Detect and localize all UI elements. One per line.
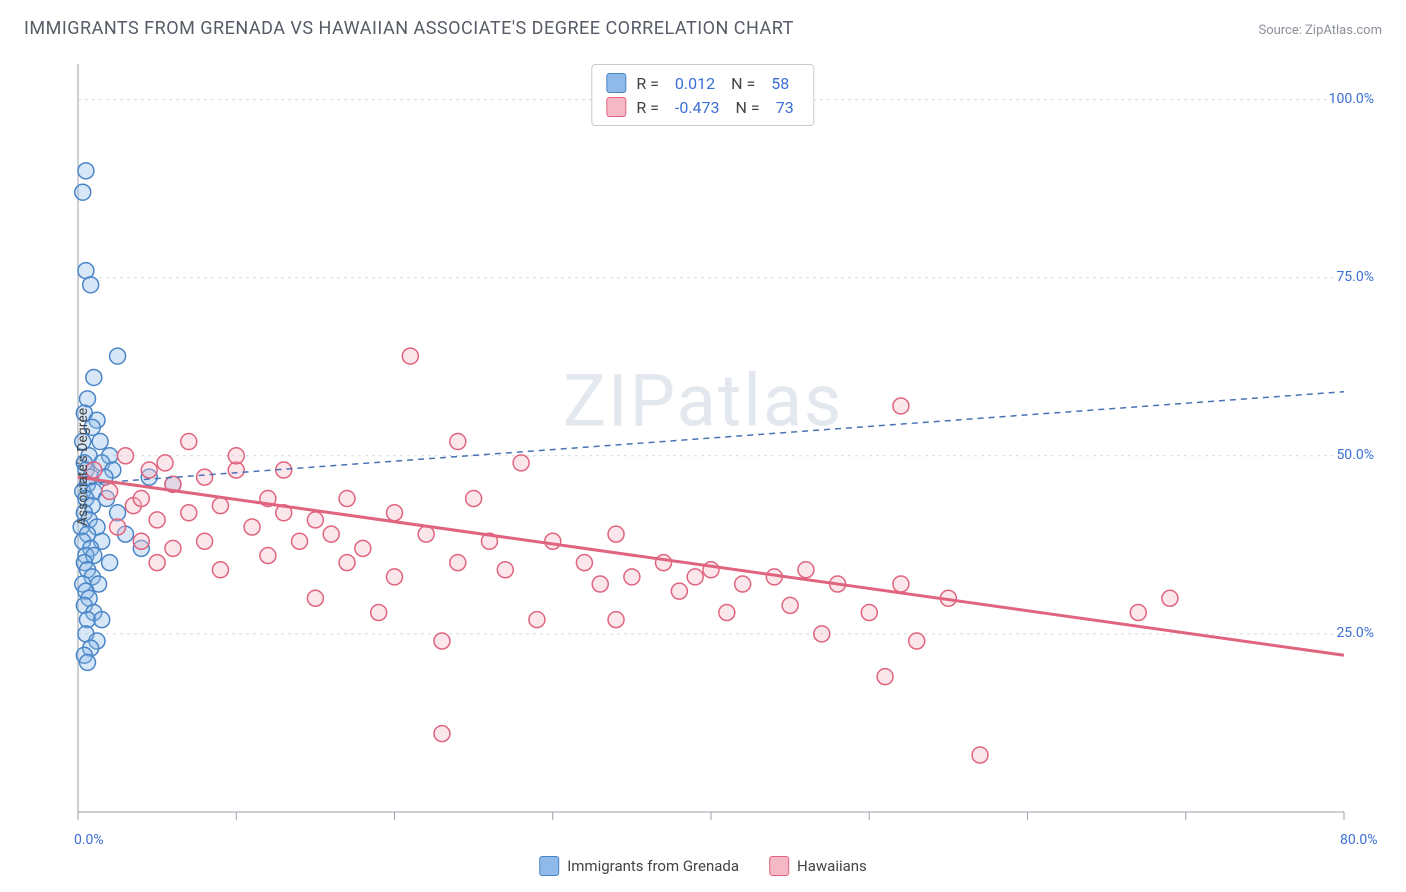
r-value-grenada: 0.012 (675, 74, 715, 93)
legend-item-grenada: Immigrants from Grenada (539, 856, 739, 876)
n-value-grenada: 58 (771, 74, 789, 93)
swatch-grenada (606, 73, 626, 93)
r-value-hawaiians: -0.473 (675, 98, 720, 117)
stats-row-grenada: R = 0.012 N = 58 (606, 71, 799, 95)
y-tick-label: 75.0% (1336, 269, 1374, 285)
swatch-grenada (539, 856, 559, 876)
r-label: R = (636, 98, 659, 117)
legend-bottom: Immigrants from Grenada Hawaiians (539, 856, 867, 876)
x-tick-label: 0.0% (74, 832, 104, 848)
y-tick-label: 50.0% (1336, 447, 1374, 463)
legend-item-hawaiians: Hawaiians (769, 856, 867, 876)
n-label: N = (736, 98, 760, 117)
legend-label-grenada: Immigrants from Grenada (567, 857, 739, 875)
swatch-hawaiians (769, 856, 789, 876)
scatter-chart (24, 54, 1382, 880)
n-value-hawaiians: 73 (776, 98, 794, 117)
x-tick-label: 80.0% (1340, 832, 1378, 848)
chart-container: Associate's Degree ZIPatlas R = 0.012 N … (24, 54, 1382, 880)
stats-legend-box: R = 0.012 N = 58 R = -0.473 N = 73 (591, 64, 814, 126)
swatch-hawaiians (606, 97, 626, 117)
chart-title: IMMIGRANTS FROM GRENADA VS HAWAIIAN ASSO… (24, 18, 794, 39)
legend-label-hawaiians: Hawaiians (797, 857, 867, 875)
y-tick-label: 100.0% (1329, 91, 1374, 107)
n-label: N = (731, 74, 755, 93)
y-tick-label: 25.0% (1336, 625, 1374, 641)
r-label: R = (636, 74, 659, 93)
source-label: Source: ZipAtlas.com (1258, 23, 1382, 38)
y-axis-title: Associate's Degree (75, 408, 91, 526)
stats-row-hawaiians: R = -0.473 N = 73 (606, 95, 799, 119)
